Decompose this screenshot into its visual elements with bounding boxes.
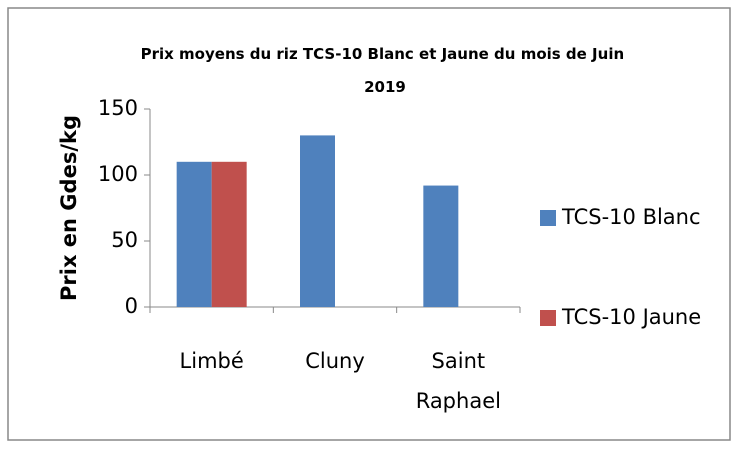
y-tick-label: 100 [98,162,138,186]
bar [211,161,247,307]
y-tick-label: 150 [98,96,138,120]
legend-swatch [540,310,556,326]
y-axis-label: Prix en Gdes/kg [57,115,81,301]
bar [176,161,212,307]
legend-swatch [540,210,556,226]
x-tick-label: Saint Raphael [416,349,501,413]
x-tick-label: Limbé [180,349,244,373]
legend-label: TCS-10 Jaune [561,305,701,329]
bar [300,135,335,307]
legend-label: TCS-10 Blanc [561,205,701,229]
y-tick-label: 0 [125,294,138,318]
x-tick-label: Cluny [305,349,365,373]
chart-frame [7,7,731,441]
y-tick-label: 50 [111,228,138,252]
bar [423,185,459,307]
chart-title: Prix moyens du riz TCS-10 Blanc et Jaune… [141,45,630,96]
